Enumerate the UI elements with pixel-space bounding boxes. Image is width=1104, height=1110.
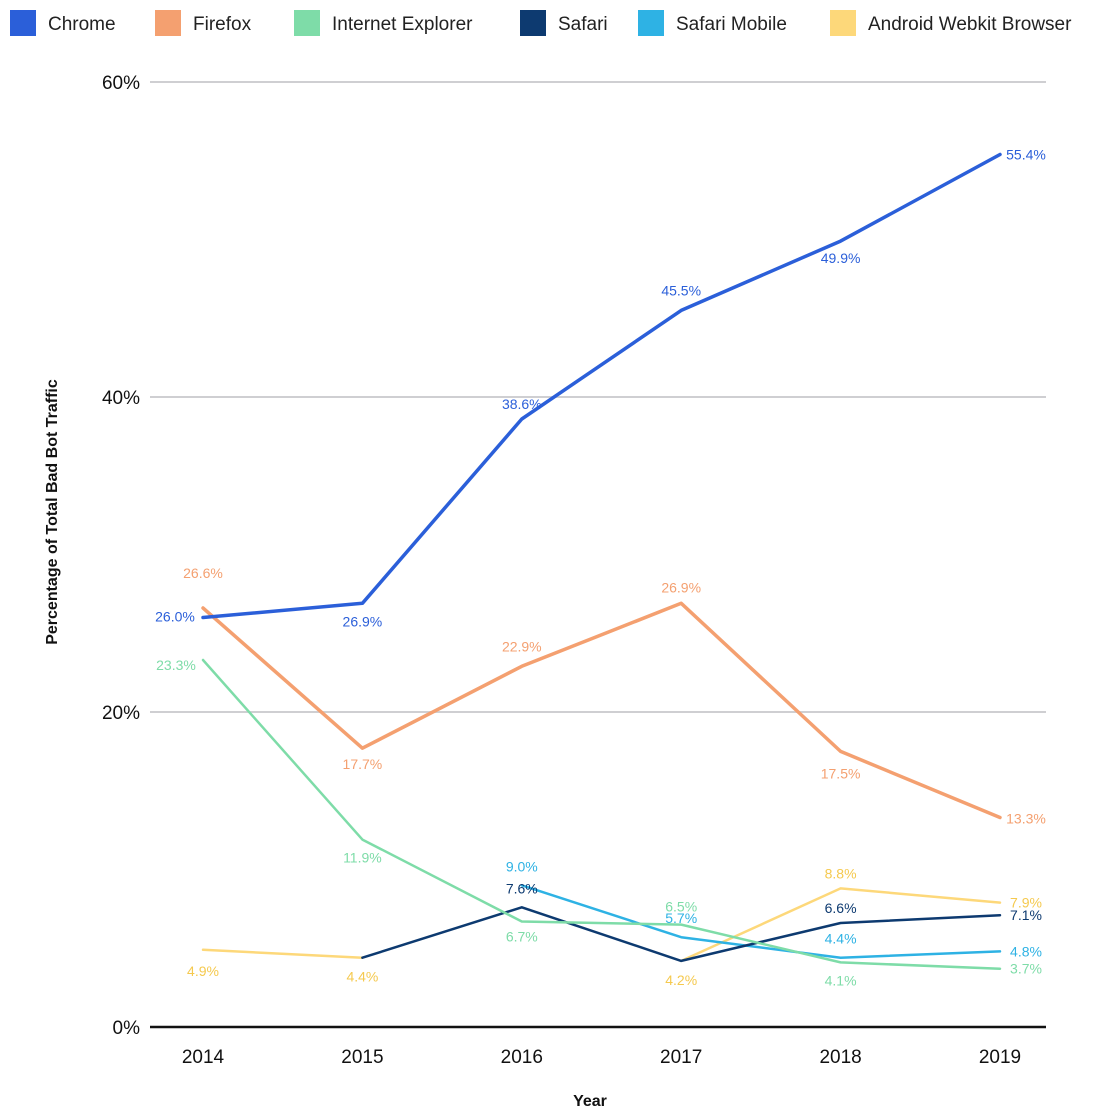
x-tick-label: 2018	[819, 1047, 861, 1068]
data-label-firefox: 22.9%	[502, 638, 542, 654]
data-label-safari: 7.1%	[1010, 907, 1042, 923]
data-label-firefox: 17.5%	[821, 765, 861, 781]
legend-label: Safari	[558, 14, 608, 35]
legend-swatch	[638, 10, 664, 36]
data-label-safari-mobile: 5.7%	[665, 910, 697, 926]
y-axis-ticks: 0% 20% 40% 60%	[102, 73, 140, 1039]
x-axis-ticks: 2014 2015 2016 2017 2018 2019	[182, 1047, 1021, 1068]
data-label-internet-explorer: 6.7%	[506, 929, 538, 945]
data-label-firefox: 17.7%	[343, 756, 383, 772]
data-label-internet-explorer: 3.7%	[1010, 961, 1042, 977]
series-line-android-webkit-browser	[201, 887, 1002, 963]
legend-item-safari[interactable]: Safari	[520, 10, 608, 36]
series-line-safari-mobile	[520, 884, 1002, 959]
y-axis-title: Percentage of Total Bad Bot Traffic	[44, 379, 61, 645]
legend-label: Firefox	[193, 14, 252, 35]
y-tick-label: 60%	[102, 73, 140, 94]
legend-label: Internet Explorer	[332, 14, 473, 35]
data-label-chrome: 26.9%	[343, 613, 383, 629]
series-line-chrome	[201, 152, 1002, 620]
data-label-firefox: 13.3%	[1006, 811, 1046, 827]
data-label-safari: 6.6%	[825, 900, 857, 916]
y-tick-label: 20%	[102, 703, 140, 724]
legend-label: Android Webkit Browser	[868, 14, 1072, 35]
x-tick-label: 2016	[501, 1047, 543, 1068]
x-tick-label: 2019	[979, 1047, 1021, 1068]
data-label-firefox: 26.9%	[661, 579, 701, 595]
legend-swatch	[830, 10, 856, 36]
series-line-internet-explorer	[201, 658, 1002, 970]
series-lines	[201, 152, 1002, 970]
legend-item-chrome[interactable]: Chrome	[10, 10, 116, 36]
legend-label: Safari Mobile	[676, 14, 787, 35]
legend: Chrome Firefox Internet Explorer Safari Safa…	[10, 10, 1072, 36]
data-label-chrome: 38.6%	[502, 396, 542, 412]
series-line-firefox	[201, 601, 1002, 820]
legend-swatch	[520, 10, 546, 36]
legend-swatch	[155, 10, 181, 36]
legend-item-firefox[interactable]: Firefox	[155, 10, 252, 36]
legend-item-android-webkit-browser[interactable]: Android Webkit Browser	[830, 10, 1072, 36]
x-tick-label: 2015	[341, 1047, 383, 1068]
data-label-android-webkit-browser: 4.4%	[346, 969, 378, 985]
data-label-android-webkit-browser: 8.8%	[825, 865, 857, 881]
legend-swatch	[10, 10, 36, 36]
legend-item-safari-mobile[interactable]: Safari Mobile	[638, 10, 787, 36]
data-label-internet-explorer: 6.5%	[665, 899, 697, 915]
data-label-firefox: 26.6%	[183, 565, 223, 581]
data-label-internet-explorer: 4.1%	[825, 972, 857, 988]
legend-label: Chrome	[48, 14, 116, 35]
data-label-chrome: 45.5%	[661, 282, 701, 298]
data-label-safari-mobile: 4.8%	[1010, 943, 1042, 959]
data-label-chrome: 26.0%	[155, 609, 195, 625]
x-axis-title: Year	[573, 1093, 607, 1110]
data-label-android-webkit-browser: 7.9%	[1010, 895, 1042, 911]
data-label-chrome: 55.4%	[1006, 147, 1046, 163]
x-tick-label: 2014	[182, 1047, 225, 1068]
series-line-safari	[361, 906, 1002, 963]
data-label-android-webkit-browser: 4.2%	[665, 972, 697, 988]
data-labels: 26.0% 26.9% 38.6% 45.5% 49.9% 55.4% 26.6% 17.7%…	[155, 147, 1046, 989]
data-label-chrome: 49.9%	[821, 250, 861, 266]
data-label-safari: 7.6%	[506, 880, 538, 896]
x-tick-label: 2017	[660, 1047, 702, 1068]
y-tick-label: 40%	[102, 388, 140, 409]
data-label-android-webkit-browser: 4.9%	[187, 963, 219, 979]
data-label-safari-mobile: 4.4%	[825, 931, 857, 947]
data-label-internet-explorer: 11.9%	[343, 850, 382, 866]
data-label-safari-mobile: 9.0%	[506, 858, 538, 874]
legend-swatch	[294, 10, 320, 36]
gridlines	[150, 81, 1046, 1029]
legend-item-internet-explorer[interactable]: Internet Explorer	[294, 10, 473, 36]
y-tick-label: 0%	[113, 1018, 141, 1039]
data-label-internet-explorer: 23.3%	[156, 657, 196, 673]
